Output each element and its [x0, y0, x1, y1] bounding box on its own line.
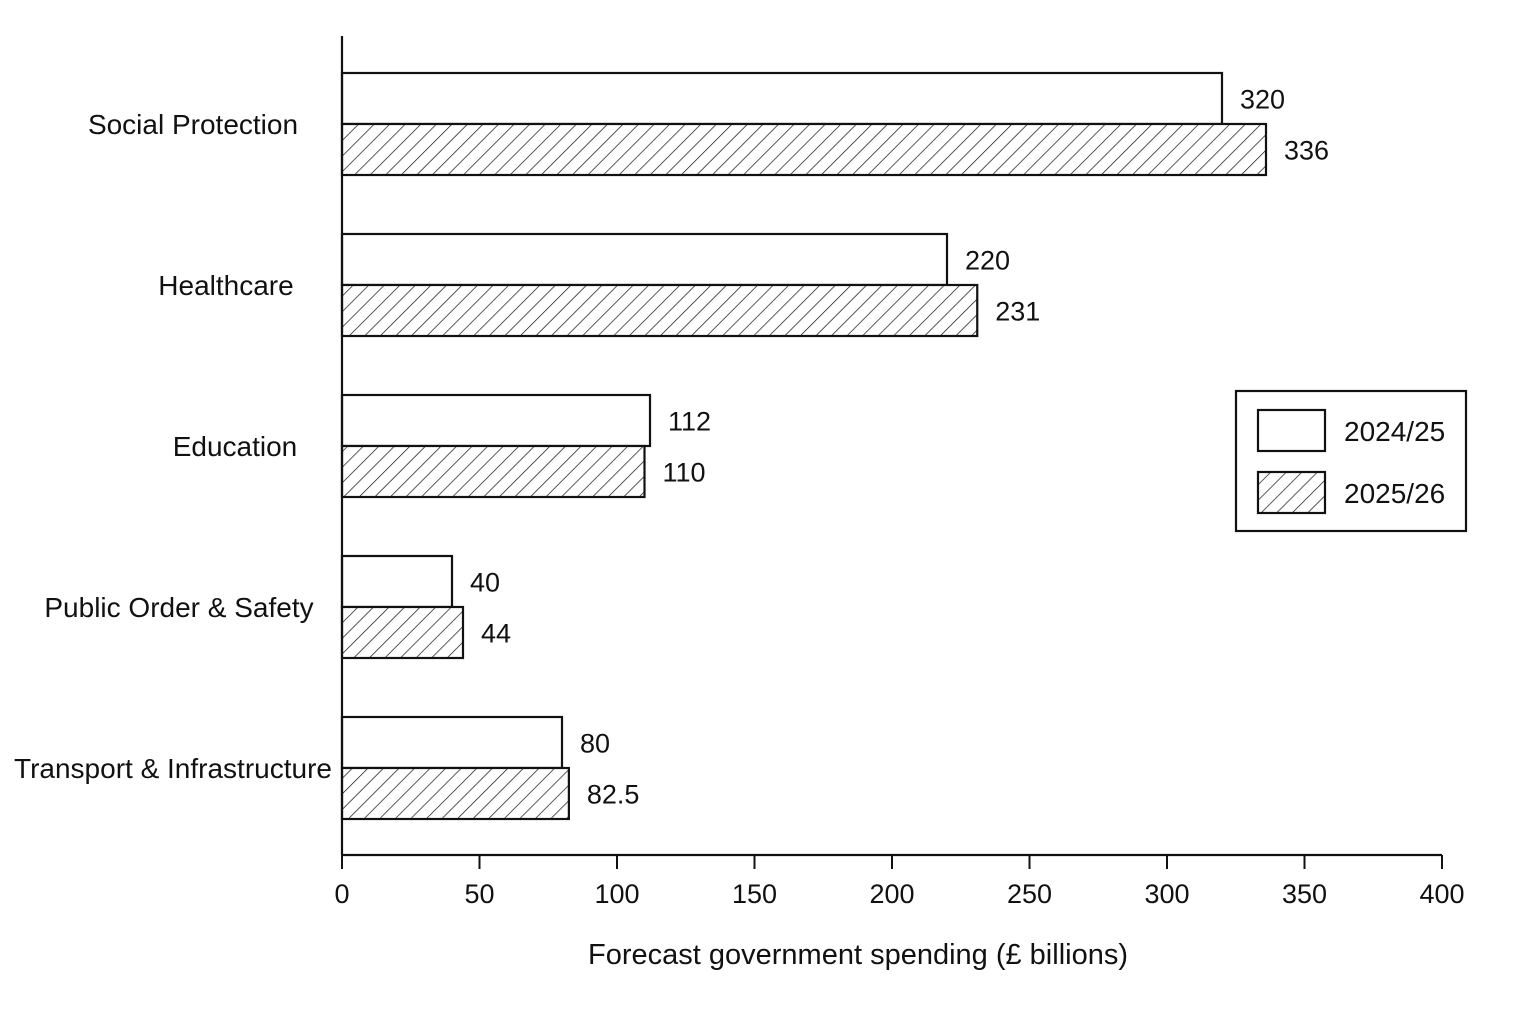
bar-education-2024-25	[340, 393, 652, 448]
bar-healthcare-2025-26	[340, 283, 979, 338]
bar-transport-infrastructure-2025-26	[340, 766, 570, 821]
axes-layer: 0 50 100 150 200 250 300 350 400 Forecast governm…	[334, 36, 1465, 971]
category-label-public-order-safety: Public Order & Safety	[44, 592, 313, 623]
data-label-transport-infrastructure-2025-26: 82.5	[587, 780, 640, 810]
legend-label-2024-25: 2024/25	[1344, 416, 1445, 447]
data-label-transport-infrastructure-2024-25: 80	[580, 729, 610, 759]
category-label-transport-infrastructure: Transport & Infrastructure	[14, 753, 332, 784]
bar-public-order-safety-2024-25	[340, 554, 454, 609]
data-label-public-order-safety-2024-25: 40	[470, 568, 500, 598]
legend: 2024/25 2025/26	[1234, 389, 1468, 533]
x-tick-label-50: 50	[464, 879, 494, 909]
data-label-social-protection-2024-25: 320	[1240, 85, 1285, 115]
data-label-public-order-safety-2025-26: 44	[481, 619, 511, 649]
legend-label-2025-26: 2025/26	[1344, 478, 1445, 509]
legend-swatch-2024-25	[1256, 408, 1327, 453]
x-tick-label-250: 250	[1007, 879, 1052, 909]
category-label-education: Education	[173, 431, 298, 462]
labels-layer: 320 336 Social Protection 220 231 Healthcare 1…	[14, 85, 1329, 810]
bar-healthcare-2024-25	[340, 232, 949, 287]
data-label-education-2024-25: 112	[668, 407, 711, 437]
category-label-social-protection: Social Protection	[88, 109, 298, 140]
data-label-education-2025-26: 110	[663, 458, 706, 488]
x-tick-label-0: 0	[334, 879, 349, 909]
bars-layer	[340, 71, 1268, 821]
x-tick-label-400: 400	[1419, 879, 1464, 909]
x-tick-label-300: 300	[1144, 879, 1189, 909]
category-label-healthcare: Healthcare	[158, 270, 293, 301]
data-label-social-protection-2025-26: 336	[1284, 136, 1329, 166]
bar-public-order-safety-2025-26	[340, 605, 465, 660]
bar-education-2025-26	[340, 444, 646, 499]
bar-social-protection-2025-26	[340, 122, 1268, 177]
x-axis-title: Forecast government spending (£ billions…	[588, 939, 1128, 971]
data-label-healthcare-2024-25: 220	[965, 246, 1010, 276]
x-tick-label-200: 200	[869, 879, 914, 909]
x-tick-label-100: 100	[594, 879, 639, 909]
bar-transport-infrastructure-2024-25	[340, 715, 564, 770]
legend-swatch-2025-26	[1256, 470, 1327, 515]
data-label-healthcare-2025-26: 231	[995, 297, 1040, 327]
x-tick-label-350: 350	[1282, 879, 1327, 909]
bar-social-protection-2024-25	[340, 71, 1224, 126]
x-tick-label-150: 150	[732, 879, 777, 909]
